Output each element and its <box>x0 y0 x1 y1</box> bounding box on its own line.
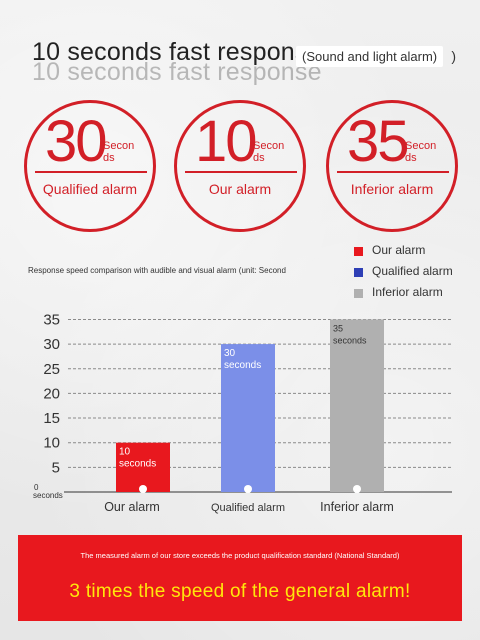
x-tick-label: Our alarm <box>104 500 160 514</box>
y-tick-label: 15 <box>43 410 60 427</box>
badge-value: 35 <box>347 109 409 174</box>
banner-headline: 3 times the speed of the general alarm! <box>69 581 411 602</box>
legend-swatch <box>354 289 363 298</box>
legend-label: Qualified alarm <box>372 264 453 278</box>
headline: 10 seconds fast response (Sound and ligh… <box>24 36 464 80</box>
bar-inferior-alarm <box>330 319 384 492</box>
badge-qualified-alarm: 30 Seconds Qualified alarm <box>24 100 156 232</box>
y-tick-label: 20 <box>43 385 60 402</box>
y-tick-label: 35 <box>43 311 60 328</box>
data-label-unit: seconds <box>224 360 261 371</box>
legend-label: Our alarm <box>372 243 426 257</box>
badge-unit: Seconds <box>253 140 285 164</box>
x-tick-label: Qualified alarm <box>211 502 285 514</box>
data-label-value: 30 <box>224 348 236 359</box>
badge-unit: Seconds <box>103 140 135 164</box>
badge-value: 10 <box>195 109 257 174</box>
x-tick-label: Inferior alarm <box>320 500 394 514</box>
zero-tick-label: 0 <box>34 483 39 492</box>
bar-our-alarm <box>116 442 170 492</box>
zero-tick-unit: seconds <box>33 491 63 500</box>
badge-divider <box>337 171 449 173</box>
bar-base-dot <box>139 485 147 493</box>
bar-qualified-alarm <box>221 344 275 492</box>
badge-divider <box>35 171 147 173</box>
badge-value: 30 <box>45 109 107 174</box>
badge-divider <box>185 171 297 173</box>
data-label-unit: seconds <box>333 335 367 345</box>
legend-label: Inferior alarm <box>372 285 443 299</box>
chart-caption: Response speed comparison with audible a… <box>28 266 286 275</box>
badge-caption: Inferior alarm <box>350 181 434 197</box>
bar-base-dot <box>244 485 252 493</box>
data-label-unit: seconds <box>119 459 156 470</box>
bar-base-dot <box>353 485 361 493</box>
headline-tag: (Sound and light alarm) <box>296 46 444 67</box>
y-tick-label: 25 <box>43 361 60 378</box>
data-label-value: 35 <box>333 323 343 333</box>
data-label-value: 10 <box>119 447 131 458</box>
badge-unit: Seconds <box>405 140 437 164</box>
headline-text: 10 seconds fast response <box>32 38 322 66</box>
badge-caption: Qualified alarm <box>42 181 138 197</box>
badge-caption: Our alarm <box>208 181 272 197</box>
headline-tag-end: ) <box>451 48 456 64</box>
promo-banner: The measured alarm of our store exceeds … <box>18 535 462 621</box>
badge-our-alarm: 10 Seconds Our alarm <box>174 100 306 232</box>
y-tick-label: 10 <box>43 435 60 452</box>
badge-inferior-alarm: 35 Seconds Inferior alarm <box>326 100 458 232</box>
legend-swatch <box>354 247 363 256</box>
y-tick-label: 5 <box>52 459 60 476</box>
y-tick-label: 30 <box>43 336 60 353</box>
banner-note: The measured alarm of our store exceeds … <box>80 551 400 560</box>
legend-swatch <box>354 268 363 277</box>
